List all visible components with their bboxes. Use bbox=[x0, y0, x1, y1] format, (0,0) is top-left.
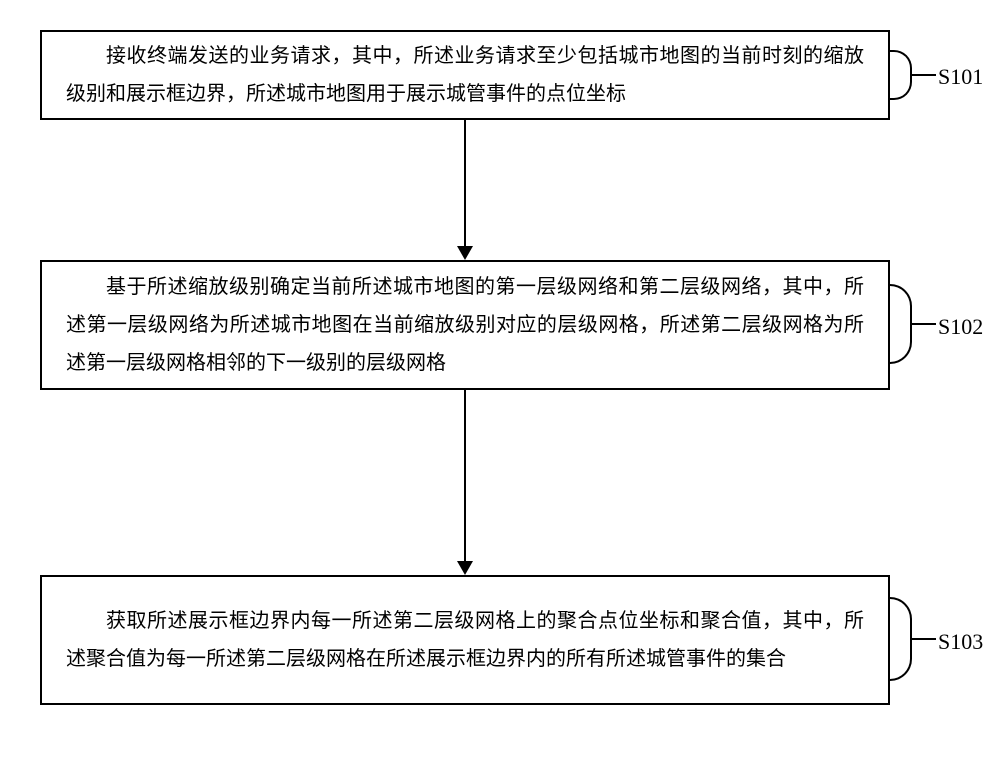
flowchart-node-s103: 获取所述展示框边界内每一所述第二层级网格上的聚合点位坐标和聚合值，其中，所述聚合… bbox=[40, 575, 890, 705]
node-label-s101: S101 bbox=[938, 64, 983, 90]
flow-arrow-head-icon bbox=[457, 561, 473, 575]
node-label-s102: S102 bbox=[938, 314, 983, 340]
flow-arrow-head-icon bbox=[457, 246, 473, 260]
label-bracket bbox=[890, 50, 912, 100]
label-connector bbox=[910, 323, 936, 325]
label-bracket bbox=[890, 597, 912, 681]
flow-arrow-line bbox=[464, 120, 466, 246]
label-connector bbox=[910, 74, 936, 76]
flowchart-node-s101: 接收终端发送的业务请求，其中，所述业务请求至少包括城市地图的当前时刻的缩放级别和… bbox=[40, 30, 890, 120]
node-text: 基于所述缩放级别确定当前所述城市地图的第一层级网络和第二层级网络，其中，所述第一… bbox=[66, 268, 864, 382]
flowchart-node-s102: 基于所述缩放级别确定当前所述城市地图的第一层级网络和第二层级网络，其中，所述第一… bbox=[40, 260, 890, 390]
label-bracket bbox=[890, 284, 912, 364]
flowchart-canvas: 接收终端发送的业务请求，其中，所述业务请求至少包括城市地图的当前时刻的缩放级别和… bbox=[0, 0, 1000, 757]
node-label-s103: S103 bbox=[938, 629, 983, 655]
flow-arrow-line bbox=[464, 390, 466, 561]
node-text: 接收终端发送的业务请求，其中，所述业务请求至少包括城市地图的当前时刻的缩放级别和… bbox=[66, 37, 864, 113]
label-connector bbox=[910, 638, 936, 640]
node-text: 获取所述展示框边界内每一所述第二层级网格上的聚合点位坐标和聚合值，其中，所述聚合… bbox=[66, 602, 864, 678]
